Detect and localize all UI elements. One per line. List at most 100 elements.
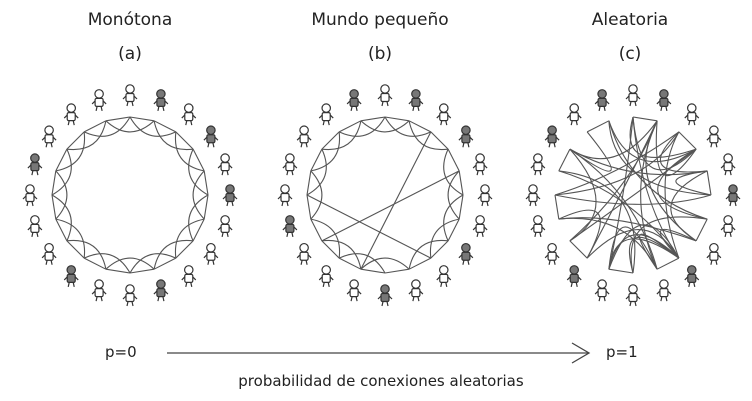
person-node	[27, 215, 43, 238]
person-node	[525, 184, 541, 207]
network-edge	[310, 170, 323, 220]
person-node	[318, 103, 334, 126]
person-node	[277, 184, 293, 207]
network-edge	[430, 131, 449, 150]
network-edge	[558, 148, 571, 172]
network-edge	[447, 170, 460, 220]
network-edge	[129, 268, 155, 274]
person-node	[530, 153, 546, 176]
network-edge	[192, 218, 205, 242]
person-node	[544, 125, 560, 148]
network-small-world	[277, 84, 493, 307]
network-edge	[55, 131, 86, 172]
network-edge	[55, 218, 68, 242]
network-edge	[632, 116, 658, 122]
person-node	[181, 265, 197, 288]
network-edge	[664, 131, 680, 259]
network-edge	[458, 194, 464, 220]
person-node	[720, 215, 736, 238]
network-edge	[608, 238, 680, 270]
network-edge	[678, 131, 697, 150]
network-edge	[558, 209, 601, 259]
person-node	[725, 184, 741, 207]
network-edge	[408, 257, 432, 270]
network-edge	[632, 116, 680, 259]
network-edge	[338, 120, 362, 133]
network-edge	[105, 268, 131, 274]
network-edge	[695, 218, 708, 242]
network-edge	[608, 226, 658, 270]
person-node	[436, 265, 452, 288]
network-edge	[408, 120, 432, 133]
network-edge	[129, 116, 155, 122]
network-edge	[608, 120, 708, 220]
network-edge	[321, 170, 460, 242]
network-edge	[310, 148, 323, 172]
network-edge	[306, 194, 312, 220]
network-edge	[659, 228, 697, 259]
network-edge	[360, 131, 432, 270]
network-edge	[129, 116, 177, 137]
network-edge	[192, 148, 205, 172]
person-node	[296, 242, 312, 265]
network-edge	[645, 120, 697, 242]
network-edge	[338, 253, 386, 274]
person-node	[706, 242, 722, 265]
network-edge	[51, 194, 57, 220]
person-node	[282, 215, 298, 238]
person-node	[346, 279, 362, 302]
network-edge	[175, 131, 194, 150]
network-edge	[66, 131, 85, 150]
network-edge	[675, 170, 712, 196]
network-edge	[153, 239, 194, 270]
person-node	[153, 279, 169, 302]
person-node	[684, 103, 700, 126]
network-edge	[384, 116, 432, 137]
network-edge	[384, 268, 410, 274]
person-node	[684, 265, 700, 288]
person-node	[544, 242, 560, 265]
person-node	[458, 242, 474, 265]
network-edge	[321, 240, 340, 259]
network-edge	[586, 120, 610, 133]
person-node	[222, 184, 238, 207]
network-edge	[657, 148, 708, 220]
network-edge	[443, 194, 464, 242]
network-edge	[558, 217, 658, 270]
person-node	[408, 89, 424, 112]
person-node	[41, 242, 57, 265]
person-node	[408, 279, 424, 302]
network-random	[525, 84, 741, 307]
network-edge	[338, 116, 386, 137]
person-node	[625, 84, 641, 107]
network-edge	[360, 120, 410, 133]
network-edge	[554, 131, 680, 196]
network-edge	[640, 120, 658, 270]
network-edge	[608, 120, 697, 163]
person-node	[318, 265, 334, 288]
network-edge	[458, 170, 464, 196]
person-node	[720, 153, 736, 176]
network-edge	[55, 170, 68, 220]
network-edge	[153, 257, 177, 270]
network-edge	[51, 170, 57, 196]
network-edge	[569, 120, 658, 160]
network-edge	[310, 218, 341, 259]
network-edge	[83, 257, 107, 270]
network-edge	[608, 116, 634, 270]
network-edge	[338, 257, 362, 270]
person-node	[594, 279, 610, 302]
person-node	[477, 184, 493, 207]
network-edge	[554, 194, 560, 220]
network-edge	[706, 170, 712, 196]
person-node	[203, 125, 219, 148]
network-edge	[586, 120, 658, 259]
person-node	[458, 125, 474, 148]
panel-c-title: Aleatoria	[591, 10, 669, 30]
network-edge	[655, 120, 697, 177]
network-edge	[306, 170, 312, 196]
p-start-label: p=0	[105, 343, 137, 361]
person-node	[27, 153, 43, 176]
person-node	[566, 103, 582, 126]
panel-b-title: Mundo pequeño	[311, 10, 449, 30]
